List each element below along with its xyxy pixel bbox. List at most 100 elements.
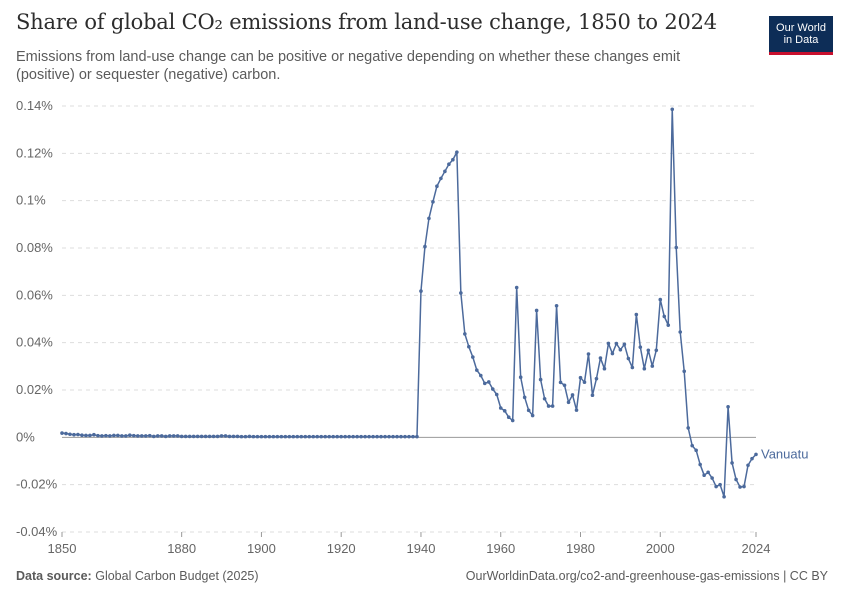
owid-logo[interactable]: Our World in Data <box>769 16 833 55</box>
data-point <box>435 184 439 189</box>
data-point <box>283 434 288 439</box>
data-point <box>88 433 92 438</box>
data-point <box>319 434 324 439</box>
y-tick-label: 0.12% <box>16 145 53 160</box>
data-point <box>734 477 738 482</box>
data-point <box>323 434 328 439</box>
y-tick-label: 0% <box>16 429 35 444</box>
data-point <box>510 418 515 423</box>
y-tick-label: -0.04% <box>16 524 58 539</box>
data-point <box>534 308 539 313</box>
data-point <box>578 375 583 380</box>
data-point <box>439 176 443 181</box>
data-point <box>151 434 156 439</box>
data-point <box>227 434 232 439</box>
data-point <box>315 434 320 439</box>
data-point <box>407 434 411 439</box>
data-point <box>630 365 635 370</box>
data-point <box>427 216 431 221</box>
data-point <box>718 482 722 487</box>
data-point <box>443 169 447 174</box>
y-tick-label: 0.08% <box>16 240 53 255</box>
data-point <box>135 434 140 438</box>
data-point <box>259 434 264 439</box>
data-point <box>171 434 176 438</box>
data-point <box>128 433 132 438</box>
data-point <box>594 376 599 381</box>
data-point <box>738 485 742 489</box>
data-point <box>682 369 687 374</box>
url-license[interactable]: OurWorldinData.org/co2-and-greenhouse-ga… <box>465 569 828 583</box>
data-point <box>403 434 407 439</box>
data-source-link[interactable]: Global Carbon Budget (2025) <box>95 569 259 583</box>
grid-layer <box>62 105 756 533</box>
chart-subtitle: Emissions from land-use change can be po… <box>16 49 681 83</box>
data-point <box>275 434 280 439</box>
x-tick-label: 1880 <box>167 541 196 556</box>
data-point <box>726 405 730 409</box>
data-point <box>626 356 631 361</box>
data-point <box>383 434 387 439</box>
data-point <box>431 200 435 204</box>
data-point <box>363 434 367 439</box>
series-label-vanuatu: Vanuatu <box>761 446 808 461</box>
data-point <box>311 434 316 439</box>
data-point <box>235 434 240 439</box>
data-point <box>471 355 475 359</box>
data-point <box>654 348 659 353</box>
data-point <box>502 409 507 413</box>
data-point <box>179 434 184 439</box>
data-point <box>355 434 359 439</box>
data-point <box>195 434 200 439</box>
data-point <box>451 157 455 162</box>
data-point <box>634 312 639 317</box>
logo-line-1: Our World <box>776 22 826 34</box>
data-point <box>187 434 192 439</box>
data-point <box>120 434 124 438</box>
data-point <box>343 434 347 439</box>
data-point <box>494 392 499 397</box>
x-tick-label: 1850 <box>48 541 77 556</box>
data-point <box>379 434 383 439</box>
data-point <box>606 341 611 346</box>
data-point <box>92 432 96 437</box>
data-point <box>678 330 683 334</box>
data-point <box>239 434 244 439</box>
data-point <box>455 150 459 154</box>
data-point <box>538 377 543 382</box>
data-point <box>339 434 344 439</box>
data-point <box>662 314 667 319</box>
data-point <box>223 434 228 438</box>
data-point <box>482 381 487 386</box>
data-point <box>546 404 551 408</box>
data-point <box>399 434 403 439</box>
data-point <box>622 342 627 347</box>
data-point <box>614 341 619 346</box>
data-point <box>359 434 363 439</box>
data-point <box>271 434 276 439</box>
data-point <box>159 434 164 438</box>
x-tick-label: 2000 <box>646 541 675 556</box>
data-point <box>554 303 559 308</box>
data-point <box>371 434 375 439</box>
data-point <box>650 364 655 368</box>
data-point <box>231 434 236 439</box>
data-point <box>582 380 587 384</box>
data-point <box>610 351 615 356</box>
y-tick-label: 0.04% <box>16 335 53 350</box>
data-point <box>542 396 547 401</box>
data-point <box>243 434 248 439</box>
data-point <box>367 434 371 439</box>
data-point <box>642 366 647 371</box>
data-point <box>674 245 679 250</box>
data-point <box>618 347 623 352</box>
data-point <box>251 434 256 439</box>
data-point <box>514 285 519 290</box>
data-point <box>64 431 68 436</box>
data-point <box>287 434 292 439</box>
data-point <box>419 289 423 293</box>
data-point <box>96 433 100 438</box>
data-point <box>175 434 180 438</box>
data-point <box>267 434 272 439</box>
data-point <box>131 433 136 438</box>
